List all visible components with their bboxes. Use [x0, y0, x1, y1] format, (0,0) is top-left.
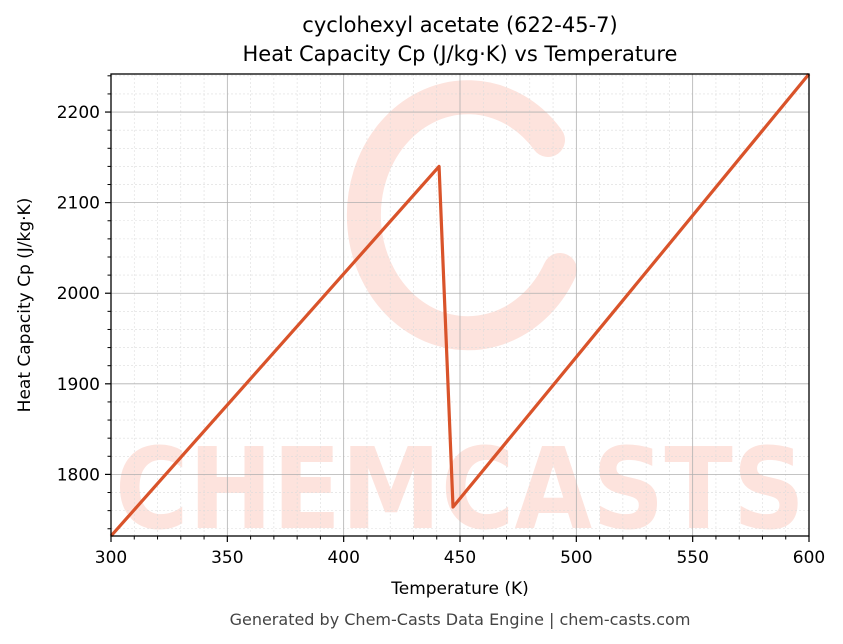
- y-tick-label: 2200: [57, 103, 100, 123]
- footer-credit: Generated by Chem-Casts Data Engine | ch…: [230, 610, 691, 629]
- y-axis-label: Heat Capacity Cp (J/kg·K): [15, 198, 35, 413]
- x-tick-label: 600: [793, 548, 825, 568]
- chart-title-line2: Heat Capacity Cp (J/kg·K) vs Temperature: [243, 42, 678, 66]
- y-tick-label: 2100: [57, 194, 100, 214]
- x-tick-label: 400: [327, 548, 359, 568]
- x-tick-label: 550: [676, 548, 708, 568]
- x-tick-label: 500: [560, 548, 592, 568]
- y-tick-label: 2000: [57, 284, 100, 304]
- series-line: [109, 72, 811, 538]
- x-axis-ticks: 300 350 400 450 500 550 600: [95, 536, 825, 568]
- x-tick-label: 300: [95, 548, 127, 568]
- chart-title-line1: cyclohexyl acetate (622-45-7): [302, 13, 617, 37]
- watermark-logo-icon: [346, 80, 577, 351]
- series-layer: [109, 72, 811, 538]
- x-tick-label: 350: [211, 548, 243, 568]
- x-tick-label: 450: [444, 548, 476, 568]
- major-grid: [110, 74, 810, 536]
- x-axis-label: Temperature (K): [390, 579, 529, 599]
- y-tick-label: 1800: [57, 465, 100, 485]
- y-tick-label: 1900: [57, 375, 100, 395]
- y-axis-ticks: 1800 1900 2000 2100 2200: [57, 75, 111, 530]
